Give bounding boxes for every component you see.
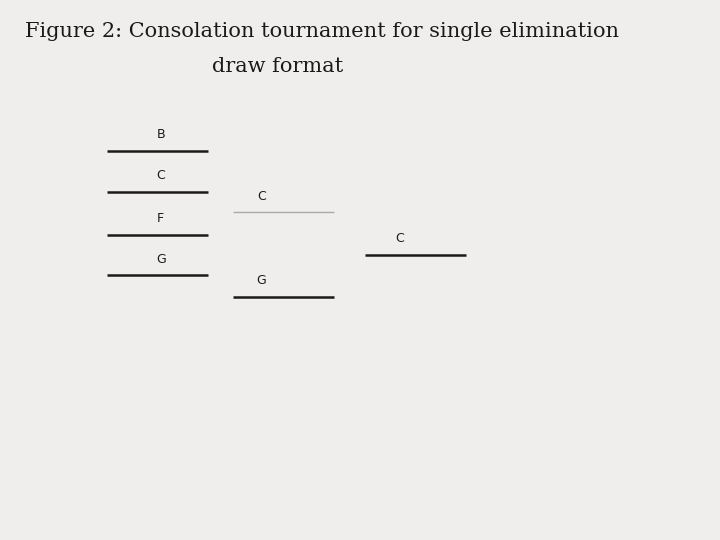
Text: B: B (156, 129, 165, 141)
Text: draw format: draw format (212, 57, 343, 76)
Text: G: G (256, 274, 266, 287)
Text: C: C (156, 169, 165, 182)
Text: C: C (257, 190, 266, 202)
Text: F: F (157, 212, 164, 225)
Text: Figure 2: Consolation tournament for single elimination: Figure 2: Consolation tournament for sin… (25, 22, 619, 40)
Text: G: G (156, 253, 166, 266)
Text: C: C (396, 232, 405, 245)
